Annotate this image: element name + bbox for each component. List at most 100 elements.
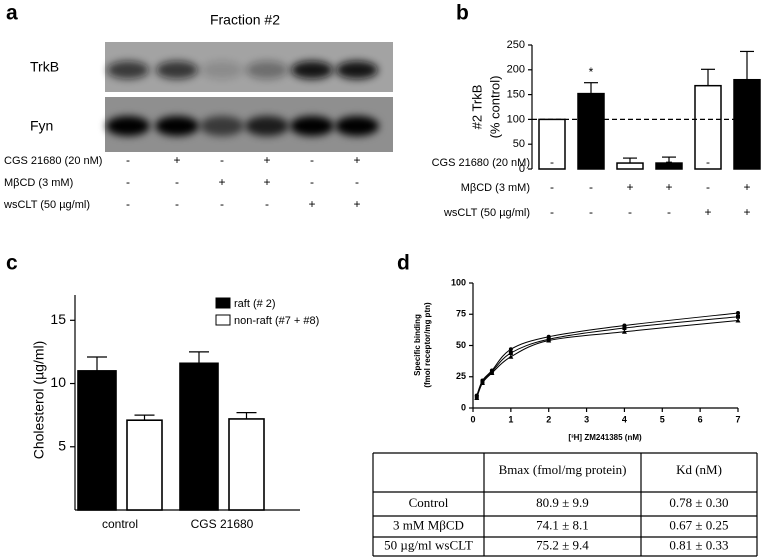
- treatment-sign: +: [218, 175, 225, 189]
- point: [622, 326, 627, 330]
- annotation: *: [589, 65, 594, 79]
- legend-label: raft (# 2): [234, 298, 276, 310]
- band: [107, 61, 149, 79]
- y-tick-label: 5: [58, 437, 66, 453]
- treatment-sign: -: [667, 205, 671, 219]
- y-tick-label: 200: [507, 64, 525, 76]
- y-tick-label: 100: [507, 113, 525, 125]
- treatment-label: MβCD (3 mM): [461, 182, 530, 194]
- blot-title: Fraction #2: [210, 12, 280, 28]
- treatment-sign: +: [743, 155, 750, 169]
- treatment-label: CGS 21680 (20 nM): [4, 155, 102, 167]
- band: [156, 61, 198, 79]
- treatment-sign: -: [126, 197, 130, 211]
- band: [335, 116, 379, 136]
- point: [474, 394, 479, 399]
- x-tick-label: control: [102, 517, 138, 531]
- legend-label: non-raft (#7 + #8): [234, 315, 319, 327]
- bar: [538, 118, 566, 170]
- legend-swatch: [215, 297, 231, 309]
- treatment-sign: -: [550, 155, 554, 169]
- band: [155, 116, 199, 136]
- y-tick-label: 10: [50, 374, 66, 390]
- treatment-label: wsCLT (50 µg/ml): [3, 199, 90, 211]
- table-cell: 80.9 ± 9.9: [536, 495, 589, 510]
- x-axis-title: [³H] ZM241385 (nM): [568, 433, 642, 442]
- treatment-sign: -: [310, 153, 314, 167]
- treatment-sign: +: [173, 153, 180, 167]
- panel-label: a: [6, 2, 18, 25]
- band: [336, 61, 378, 79]
- point: [480, 379, 485, 384]
- treatment-sign: +: [263, 175, 270, 189]
- table-cell: 74.1 ± 8.1: [536, 517, 589, 532]
- point: [508, 351, 513, 355]
- treatment-sign: -: [175, 175, 179, 189]
- x-tick-label: 5: [660, 414, 665, 424]
- band: [290, 116, 334, 136]
- y-tick-label: 250: [507, 39, 525, 51]
- point: [489, 369, 494, 374]
- fit-curve: [476, 316, 739, 397]
- x-tick-label: 7: [735, 414, 740, 424]
- x-tick-label: 2: [546, 414, 551, 424]
- treatment-sign: -: [126, 153, 130, 167]
- bar: [228, 418, 265, 511]
- treatment-sign: -: [355, 175, 359, 189]
- table-cell: 75.2 ± 9.4: [536, 537, 589, 552]
- y-tick-label: 0: [461, 402, 466, 412]
- table-cell: 0.81 ± 0.33: [669, 537, 728, 552]
- y-tick-label: 150: [507, 89, 525, 101]
- point: [546, 337, 551, 342]
- y-axis-title: (fmol receptor/mg ptn): [423, 302, 432, 388]
- treatment-sign: -: [589, 205, 593, 219]
- y-tick-label: 15: [50, 311, 66, 327]
- treatment-sign: -: [706, 180, 710, 194]
- bar: [179, 362, 219, 511]
- y-tick-label: 50: [456, 340, 466, 350]
- band: [291, 61, 333, 79]
- table-cell: 0.78 ± 0.30: [669, 495, 728, 510]
- band: [200, 116, 244, 136]
- bar: [126, 419, 163, 511]
- treatment-sign: -: [589, 180, 593, 194]
- treatment-sign: -: [220, 197, 224, 211]
- treatment-sign: -: [220, 153, 224, 167]
- treatment-sign: -: [265, 197, 269, 211]
- treatment-sign: -: [310, 175, 314, 189]
- bar: [694, 84, 722, 170]
- band: [246, 61, 288, 79]
- y-tick-label: 25: [456, 371, 466, 381]
- table-row-label: 50 µg/ml wsCLT: [384, 537, 473, 552]
- x-tick-label: 6: [698, 414, 703, 424]
- table-header: Bmax (fmol/mg protein): [499, 462, 627, 477]
- treatment-sign: -: [126, 175, 130, 189]
- treatment-sign: +: [587, 155, 594, 169]
- y-tick-label: 0: [519, 163, 525, 175]
- treatment-sign: +: [743, 205, 750, 219]
- table-header: Kd (nM): [676, 462, 722, 477]
- table-row-label: 3 mM MβCD: [393, 517, 464, 532]
- y-tick-label: 75: [456, 309, 466, 319]
- treatment-sign: +: [263, 153, 270, 167]
- row-label: Fyn: [30, 118, 53, 134]
- treatment-sign: +: [704, 205, 711, 219]
- treatment-label: wsCLT (50 µg/ml): [443, 207, 530, 219]
- panel-label: c: [6, 252, 18, 275]
- x-tick-label: 0: [470, 414, 475, 424]
- treatment-sign: +: [308, 197, 315, 211]
- treatment-sign: +: [626, 180, 633, 194]
- bar: [77, 370, 117, 511]
- band: [201, 61, 243, 79]
- x-tick-label: 3: [584, 414, 589, 424]
- y-tick-label: 50: [513, 138, 525, 150]
- point: [621, 329, 627, 334]
- x-tick-label: CGS 21680: [191, 517, 254, 531]
- y-axis-title: Cholesterol (µg/ml): [31, 341, 47, 460]
- bar: [733, 78, 761, 170]
- table-cell: 0.67 ± 0.25: [669, 517, 728, 532]
- treatment-sign: -: [175, 197, 179, 211]
- legend-swatch: [215, 314, 231, 326]
- band: [245, 116, 289, 136]
